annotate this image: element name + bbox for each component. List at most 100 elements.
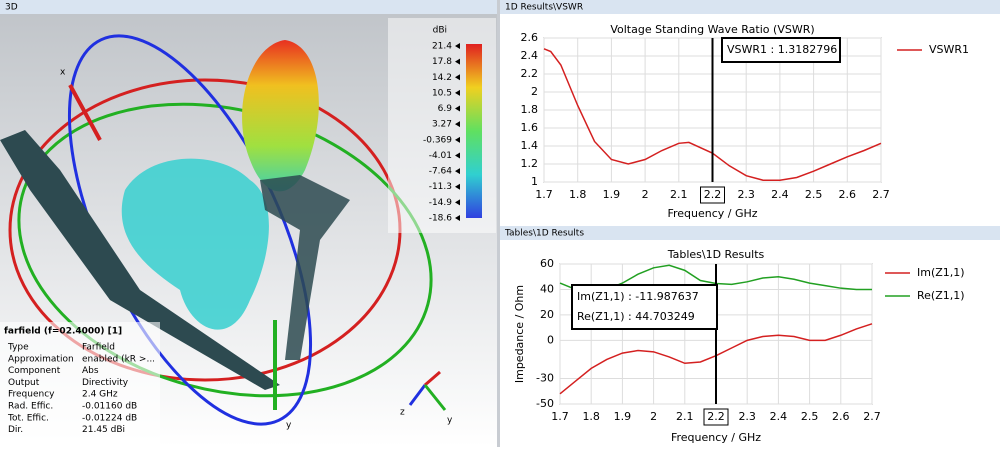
x-tick-label: 1.8 (569, 188, 587, 201)
y-tick-label: 1.8 (521, 103, 539, 116)
x-tick-label: 2.1 (676, 410, 694, 423)
property-name: Tot. Effic. (7, 413, 49, 423)
triad (423, 384, 447, 411)
colorbar-tick (455, 58, 460, 65)
y-tick-label: 20 (540, 308, 554, 321)
properties-title: farfield (f=02.4000) [1] (4, 327, 122, 337)
title-bar[interactable] (500, 226, 1000, 240)
y-tick-label: -50 (536, 397, 554, 410)
colorbar-label: 17.8 (432, 57, 452, 67)
property-name: Output (8, 378, 40, 388)
colorbar-tick (455, 199, 460, 206)
colorbar-label: -7.64 (429, 167, 453, 177)
annotation: VSWR1 : 1.3182796 (727, 43, 837, 56)
annotation-box (571, 284, 718, 330)
y-tick-label: 60 (540, 257, 554, 270)
x-tick-label: 2.6 (839, 188, 857, 201)
axis-label: x (60, 68, 66, 78)
colorbar-label: 14.2 (432, 73, 452, 83)
x-tick-label: 2.3 (738, 410, 756, 423)
legend-label: Im(Z1,1) (917, 266, 965, 279)
title-bar[interactable] (500, 0, 1000, 14)
marker-box (700, 186, 725, 204)
title-bar[interactable] (0, 0, 497, 14)
x-tick-label: 2.5 (801, 410, 819, 423)
y-tick-label: 2.2 (521, 67, 539, 80)
colorbar-label: -11.3 (429, 182, 452, 192)
x-tick-label: 2.5 (805, 188, 823, 201)
colorbar-label: -4.01 (429, 151, 452, 161)
colorbar (466, 44, 482, 218)
colorbar-unit: dBi (433, 26, 447, 36)
x-tick-label: 2.6 (832, 410, 850, 423)
x-axis-label: Frequency / GHz (671, 431, 761, 444)
x-tick-label: 1.7 (535, 188, 553, 201)
chart-title: Voltage Standing Wave Ratio (VSWR) (610, 23, 814, 36)
property-name: Rad. Effic. (8, 402, 53, 412)
properties-panel (0, 322, 160, 447)
y-tick-label: -30 (536, 372, 554, 385)
panel-title: 3D (5, 3, 18, 13)
annotation: Re(Z1,1) : 44.703249 (577, 310, 695, 323)
x-tick-label: 1.9 (603, 188, 621, 201)
x-tick-label: 2 (650, 410, 657, 423)
x-tick-label: 2.2 (704, 188, 722, 201)
y-tick-label: 1 (531, 175, 538, 188)
x-tick-label: 1.9 (614, 410, 632, 423)
feed-arm (260, 175, 350, 360)
marker-box (703, 408, 729, 426)
colorbar-tick (455, 183, 460, 190)
colorbar-tick (455, 152, 460, 159)
main-lobe (242, 40, 319, 192)
x-tick-label: 2.2 (707, 410, 725, 423)
x-tick-label: 1.7 (551, 410, 569, 423)
colorbar-tick (455, 121, 460, 128)
property-value: Abs (82, 366, 99, 376)
colorbar-tick (455, 136, 460, 143)
splitter[interactable] (497, 0, 500, 447)
y-tick-label: 2.4 (521, 49, 539, 62)
property-value: enabled (kR >... (82, 354, 155, 364)
dish (0, 130, 280, 390)
colorbar-tick (455, 215, 460, 221)
colorbar-tick (455, 89, 460, 96)
property-value: 2.4 GHz (82, 390, 118, 400)
chart-title: Tables\1D Results (667, 248, 765, 261)
axis-label: y (447, 416, 453, 426)
triad (424, 370, 441, 387)
series-line (543, 48, 882, 181)
y-tick-label: 1.6 (521, 121, 539, 134)
colorbar-label: -0.369 (423, 135, 452, 145)
x-tick-label: 2.3 (737, 188, 755, 201)
property-value: -0.01160 dB (82, 402, 137, 412)
property-name: Approximation (8, 354, 74, 364)
x-tick-label: 2.7 (872, 188, 890, 201)
legend-label: VSWR1 (929, 43, 969, 56)
annotation: Im(Z1,1) : -11.987637 (577, 290, 699, 303)
x-tick-label: 2.4 (771, 188, 789, 201)
axis-label: y (286, 421, 292, 431)
panel-title: 1D Results\VSWR (505, 3, 583, 13)
y-axis-label: Impedance / Ohm (513, 285, 526, 383)
x-tick-label: 2 (642, 188, 649, 201)
property-value: Directivity (82, 378, 129, 388)
x-tick-label: 2.7 (863, 410, 881, 423)
y-tick-label: 0 (547, 333, 554, 346)
colorbar-tick (455, 105, 460, 112)
y-tick-label: 2.6 (521, 31, 539, 44)
colorbar-label: 3.27 (432, 120, 452, 130)
property-value: -0.01224 dB (82, 413, 137, 423)
annotation-box (721, 37, 841, 63)
property-value: 21.45 dBi (82, 425, 125, 435)
colorbar-label: -14.9 (429, 198, 453, 208)
colorbar-label: 6.9 (438, 104, 453, 114)
colorbar-tick (455, 43, 460, 49)
property-value: Farfield (82, 343, 115, 353)
x-tick-label: 1.8 (582, 410, 600, 423)
side-lobes (121, 158, 269, 330)
property-name: Frequency (8, 390, 55, 400)
x-axis-label: Frequency / GHz (667, 207, 757, 220)
property-name: Component (8, 366, 61, 376)
axis-label: z (400, 408, 405, 418)
